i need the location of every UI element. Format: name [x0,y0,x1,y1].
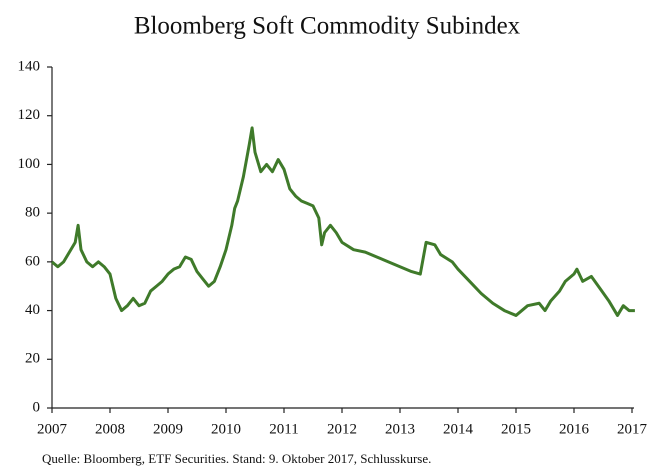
y-tick-label: 140 [18,58,41,74]
y-tick-label: 20 [25,351,40,367]
chart-title: Bloomberg Soft Commodity Subindex [134,13,521,40]
x-tick-label: 2008 [95,421,125,437]
x-tick-label: 2011 [269,421,298,437]
y-tick-label: 100 [18,156,41,172]
x-tick-label: 2015 [501,421,531,437]
data-line [51,126,635,317]
x-tick-label: 2016 [559,421,590,437]
y-tick-label: 60 [25,253,40,269]
x-tick-label: 2013 [385,421,415,437]
source: Quelle: Bloomberg, ETF Securities. Stand… [42,451,431,466]
y-tick-label: 120 [18,107,41,123]
x-tick-label: 2010 [211,421,241,437]
x-tick-label: 2007 [37,421,68,437]
y-tick-label: 0 [33,399,41,415]
x-tick-label: 2014 [443,421,474,437]
x-tick-label: 2017 [617,421,648,437]
x-tick-label: 2012 [327,421,357,437]
y-tick-label: 40 [25,302,40,318]
y-tick-label: 80 [25,205,40,221]
x-tick-label: 2009 [153,421,183,437]
